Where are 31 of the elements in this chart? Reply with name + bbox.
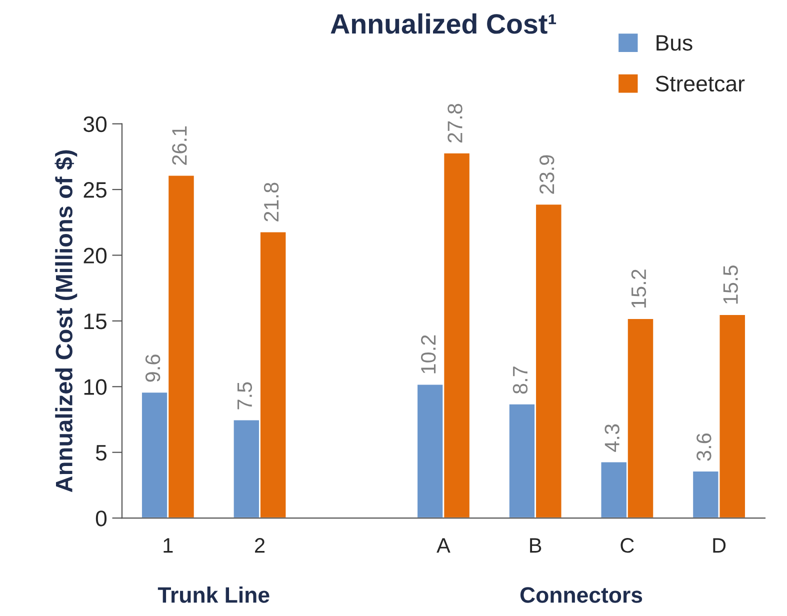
data-label: 26.1 [172,126,187,165]
y-tick-label: 15 [84,314,106,330]
x-tick-label: B [530,538,542,553]
x-tick-label: C [620,538,634,553]
data-label: 10.2 [420,335,436,374]
data-label: 7.5 [238,382,252,410]
x-tick-label: A [436,538,450,553]
x-tick-label: D [713,538,726,553]
y-tick-label: 5 [96,445,106,461]
y-tick-label: 25 [84,182,106,198]
data-label: 27.8 [448,104,462,142]
y-tick-label: 20 [84,248,107,264]
data-label: 8.7 [512,366,528,394]
legend-label: Bus [656,35,692,51]
y-tick-label: 0 [96,510,107,526]
data-label: 15.5 [723,265,738,304]
y-tick-label: 10 [84,379,107,395]
legend-label: Streetcar [656,76,745,92]
data-label: 4.3 [604,424,620,452]
data-label: 15.2 [631,270,646,308]
data-label: 9.6 [145,354,160,382]
data-label: 23.9 [539,155,554,194]
y-tick-label: 30 [84,116,107,132]
chart-title: Annualized Cost¹ [330,13,556,34]
x-tick-label: 2 [255,538,265,553]
x-tick-label: 1 [164,538,173,553]
text: Trunk Line [158,586,270,603]
data-label: 21.8 [264,182,279,222]
data-label: 3.6 [696,434,712,461]
y-axis-title: Annualized Cost (Millions of $) [54,150,78,492]
text: Connectors [520,587,642,603]
